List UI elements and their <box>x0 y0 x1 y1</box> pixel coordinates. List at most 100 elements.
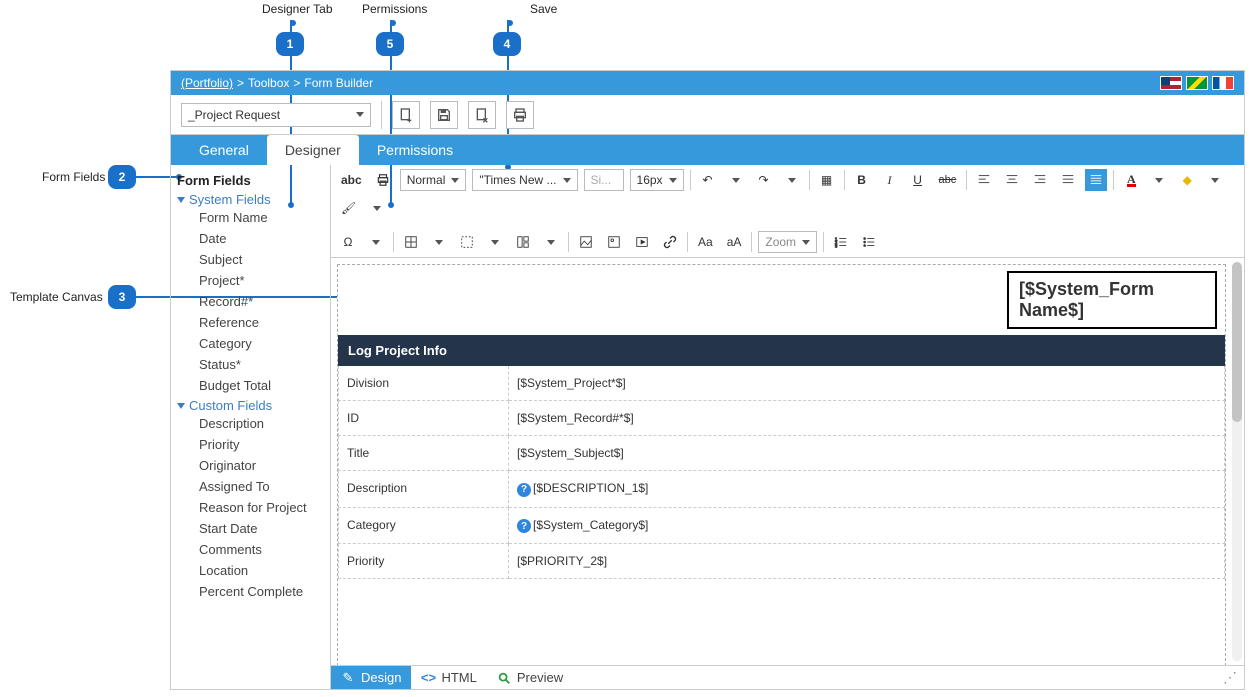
flag-br-icon[interactable] <box>1186 76 1208 90</box>
field-item[interactable]: Record#* <box>177 291 324 312</box>
font-family-select[interactable]: "Times New ... <box>472 169 577 191</box>
form-name-token[interactable]: [$System_Form Name$] <box>1007 271 1217 329</box>
table-row[interactable]: Priority [$PRIORITY_2$] <box>339 544 1225 579</box>
field-item[interactable]: Reason for Project <box>177 497 324 518</box>
table-row[interactable]: Title [$System_Subject$] <box>339 436 1225 471</box>
template-canvas[interactable]: [$System_Form Name$] Log Project Info Di… <box>337 264 1226 665</box>
symbol-omega-icon[interactable]: Ω <box>337 231 359 253</box>
tab-permissions[interactable]: Permissions <box>359 135 471 165</box>
link-icon[interactable] <box>659 231 681 253</box>
table-row[interactable]: Description ?[$DESCRIPTION_1$] <box>339 471 1225 508</box>
mode-html-tab[interactable]: <> HTML <box>411 666 486 689</box>
mode-preview-tab[interactable]: Preview <box>487 666 573 689</box>
new-page-button[interactable] <box>392 101 420 129</box>
tab-designer[interactable]: Designer <box>267 135 359 165</box>
table-icon[interactable] <box>400 231 422 253</box>
field-item[interactable]: Location <box>177 560 324 581</box>
format-paint-icon[interactable]: 🖌 <box>337 197 360 219</box>
field-item[interactable]: Percent Complete <box>177 581 324 602</box>
table-dropdown[interactable] <box>428 231 450 253</box>
row-value[interactable]: [$System_Record#*$] <box>509 401 1225 436</box>
row-value[interactable]: [$System_Subject$] <box>509 436 1225 471</box>
spellcheck-icon[interactable]: abc <box>337 169 366 191</box>
px-size-select[interactable]: 16px <box>630 169 684 191</box>
select-all-icon[interactable]: ▦ <box>816 169 838 191</box>
align-right-icon[interactable] <box>1029 169 1051 191</box>
image-icon[interactable] <box>575 231 597 253</box>
zoom-select[interactable]: Zoom <box>758 231 817 253</box>
flag-us-icon[interactable] <box>1160 76 1182 90</box>
save-button[interactable] <box>430 101 458 129</box>
print-button[interactable] <box>506 101 534 129</box>
row-value[interactable]: ?[$System_Category$] <box>509 507 1225 544</box>
field-item[interactable]: Reference <box>177 312 324 333</box>
group-system-fields[interactable]: System Fields <box>177 192 324 207</box>
help-icon[interactable]: ? <box>517 519 531 533</box>
field-item[interactable]: Start Date <box>177 518 324 539</box>
field-item[interactable]: Form Name <box>177 207 324 228</box>
table-row[interactable]: Division [$System_Project*$] <box>339 366 1225 401</box>
case-toggle-large[interactable]: aA <box>723 231 746 253</box>
media-icon[interactable] <box>631 231 653 253</box>
field-item[interactable]: Subject <box>177 249 324 270</box>
row-value[interactable]: [$PRIORITY_2$] <box>509 544 1225 579</box>
ordered-list-icon[interactable]: 123 <box>830 231 852 253</box>
underline-icon[interactable]: U <box>907 169 929 191</box>
resize-handle-icon[interactable]: ⋰ <box>1223 669 1238 686</box>
borders-icon[interactable] <box>456 231 478 253</box>
unordered-list-icon[interactable] <box>858 231 880 253</box>
symbol-dropdown[interactable] <box>365 231 387 253</box>
highlight-icon[interactable]: ◆ <box>1176 169 1198 191</box>
breadcrumb-root[interactable]: (Portfolio) <box>181 76 233 90</box>
group-custom-fields[interactable]: Custom Fields <box>177 398 324 413</box>
borders-dropdown[interactable] <box>484 231 506 253</box>
section-header[interactable]: Log Project Info <box>338 335 1225 366</box>
table-row[interactable]: ID [$System_Record#*$] <box>339 401 1225 436</box>
flag-fr-icon[interactable] <box>1212 76 1234 90</box>
font-color-icon[interactable]: A <box>1120 169 1142 191</box>
highlight-dropdown[interactable] <box>1204 169 1226 191</box>
delete-page-button[interactable] <box>468 101 496 129</box>
align-justify-icon[interactable] <box>1057 169 1079 191</box>
field-item[interactable]: Status* <box>177 354 324 375</box>
layout-dropdown[interactable] <box>540 231 562 253</box>
font-size-input[interactable]: Si... <box>584 169 624 191</box>
field-item[interactable]: Date <box>177 228 324 249</box>
align-left-icon[interactable] <box>973 169 995 191</box>
format-paint-dropdown[interactable] <box>366 197 388 219</box>
field-item[interactable]: Category <box>177 333 324 354</box>
help-icon[interactable]: ? <box>517 483 531 497</box>
font-color-dropdown[interactable] <box>1148 169 1170 191</box>
row-value[interactable]: [$System_Project*$] <box>509 366 1225 401</box>
row-value[interactable]: ?[$DESCRIPTION_1$] <box>509 471 1225 508</box>
strikethrough-icon[interactable]: abc <box>935 169 961 191</box>
align-center-icon[interactable] <box>1001 169 1023 191</box>
bold-icon[interactable]: B <box>851 169 873 191</box>
font-family-value: "Times New ... <box>479 173 556 187</box>
print-icon[interactable] <box>372 169 394 191</box>
field-item[interactable]: Assigned To <box>177 476 324 497</box>
case-toggle-small[interactable]: Aa <box>694 231 717 253</box>
field-item[interactable]: Comments <box>177 539 324 560</box>
scrollbar[interactable] <box>1232 262 1242 661</box>
tab-general[interactable]: General <box>181 135 267 165</box>
breadcrumb-toolbox[interactable]: Toolbox <box>248 76 289 90</box>
scrollbar-thumb[interactable] <box>1232 262 1242 422</box>
field-item[interactable]: Priority <box>177 434 324 455</box>
field-item[interactable]: Budget Total <box>177 375 324 396</box>
table-row[interactable]: Category ?[$System_Category$] <box>339 507 1225 544</box>
mode-design-tab[interactable]: ✎ Design <box>331 666 411 689</box>
redo-dropdown[interactable] <box>781 169 803 191</box>
undo-dropdown[interactable] <box>725 169 747 191</box>
undo-icon[interactable]: ↶ <box>697 169 719 191</box>
field-item[interactable]: Project* <box>177 270 324 291</box>
italic-icon[interactable]: I <box>879 169 901 191</box>
align-full-icon[interactable] <box>1085 169 1107 191</box>
layout-icon[interactable] <box>512 231 534 253</box>
field-item[interactable]: Originator <box>177 455 324 476</box>
paragraph-style-select[interactable]: Normal <box>400 169 467 191</box>
redo-icon[interactable]: ↷ <box>753 169 775 191</box>
form-select-dropdown[interactable]: _Project Request <box>181 103 371 127</box>
image2-icon[interactable] <box>603 231 625 253</box>
field-item[interactable]: Description <box>177 413 324 434</box>
